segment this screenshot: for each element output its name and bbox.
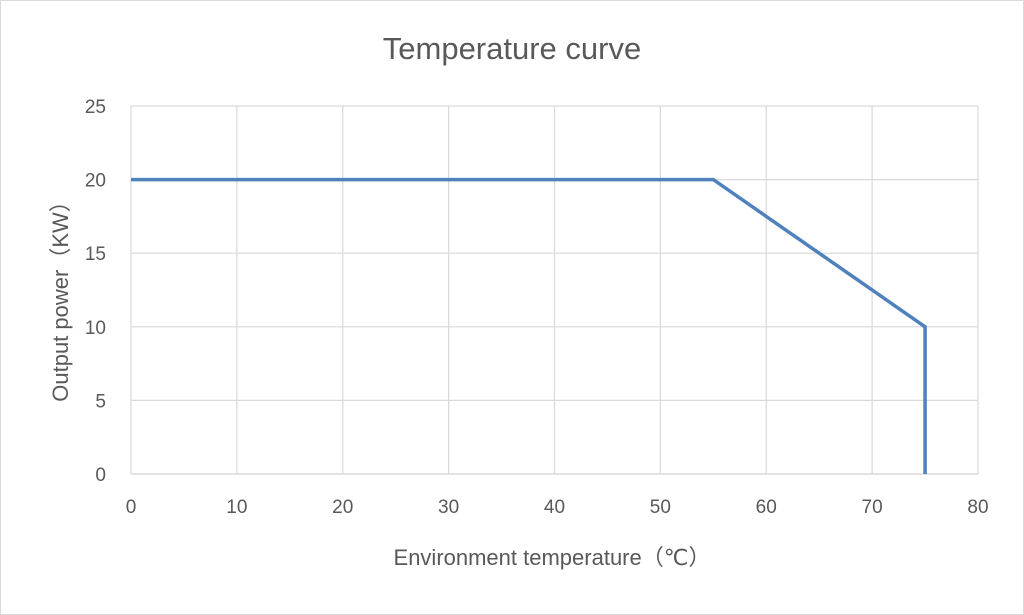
x-tick-label: 10 bbox=[226, 497, 247, 518]
x-tick-label: 50 bbox=[650, 497, 671, 518]
y-tick-label: 0 bbox=[95, 465, 106, 486]
x-tick-label: 60 bbox=[756, 497, 777, 518]
x-tick-label: 30 bbox=[438, 497, 459, 518]
y-tick-label: 15 bbox=[85, 244, 106, 265]
x-axis-label: Environment temperature（℃） bbox=[394, 545, 711, 570]
y-tick-label: 5 bbox=[95, 391, 106, 412]
y-tick-label: 20 bbox=[85, 171, 106, 192]
series-group bbox=[131, 177, 927, 474]
y-tick-label: 25 bbox=[85, 97, 106, 118]
x-gridlines bbox=[130, 106, 979, 474]
y-tick-label: 10 bbox=[85, 318, 106, 339]
x-tick-labels: 0 10 20 30 40 50 60 70 80 bbox=[126, 497, 989, 518]
x-tick-label: 0 bbox=[126, 497, 137, 518]
output-power-series-line bbox=[131, 177, 927, 474]
x-tick-label: 70 bbox=[862, 497, 883, 518]
x-tick-label: 80 bbox=[967, 497, 988, 518]
x-tick-label: 40 bbox=[544, 497, 565, 518]
x-tick-label: 20 bbox=[332, 497, 353, 518]
y-axis-label: Output power（KW） bbox=[48, 190, 73, 402]
y-tick-labels: 0 5 10 15 20 25 bbox=[85, 97, 106, 486]
chart-title: Temperature curve bbox=[383, 31, 641, 66]
